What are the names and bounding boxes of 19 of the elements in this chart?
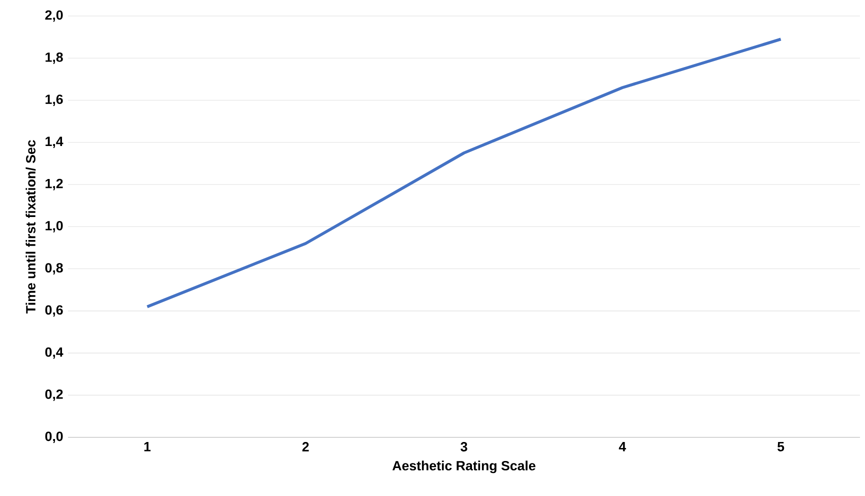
- y-tick-label: 1,4: [46, 136, 64, 148]
- y-tick-label: 0,8: [45, 263, 63, 274]
- y-tick-label: 0,6: [45, 305, 63, 317]
- y-axis-title: Time until first fixation/ Sec: [26, 140, 36, 314]
- y-tick-label: 1,8: [46, 52, 63, 64]
- y-tick-label: 1,2: [46, 178, 63, 190]
- line-series: [146, 38, 782, 308]
- y-tick-label: 1,6: [46, 94, 63, 106]
- x-tick-label: 5: [778, 442, 784, 452]
- x-axis-title: Aesthetic Rating Scale: [392, 460, 536, 474]
- y-tick-label: 2,0: [45, 10, 63, 22]
- y-tick-label: 0,2: [45, 390, 63, 401]
- x-tick-label: 1: [144, 442, 151, 452]
- y-tick-label: 0,0: [45, 432, 63, 444]
- x-tick-label: 3: [460, 442, 468, 452]
- y-tick-label: 1,0: [46, 220, 63, 232]
- y-tick-label: 0,4: [45, 347, 64, 359]
- x-tick-label: 4: [618, 442, 626, 452]
- x-tick-label: 2: [302, 442, 309, 452]
